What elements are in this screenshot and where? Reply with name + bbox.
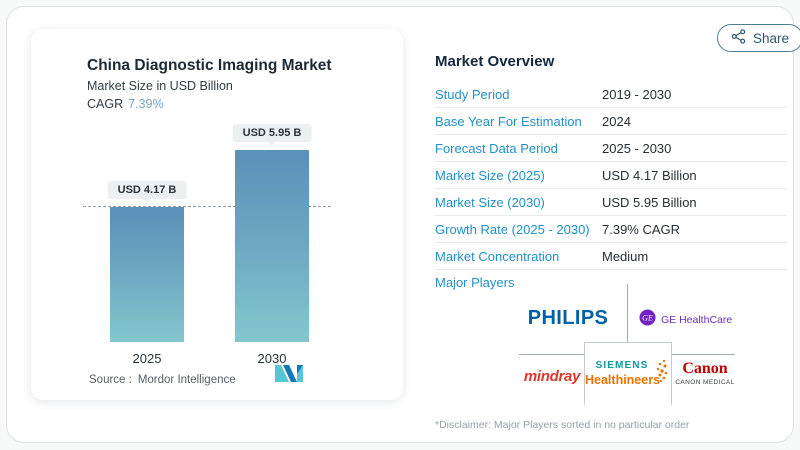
row-value: 7.39% CAGR — [602, 221, 681, 237]
bar-value-label-2030: USD 5.95 B — [232, 124, 312, 142]
players-divider-left — [519, 354, 584, 355]
source-name: Mordor Intelligence — [137, 374, 236, 386]
row-label: Market Size (2030) — [435, 194, 545, 210]
table-row: Study Period 2019 - 2030 — [435, 81, 787, 108]
canon-medical-text: CANON MEDICAL — [675, 379, 735, 386]
share-button-label: Share — [753, 30, 790, 46]
canon-medical-logo: Canon CANON MEDICAL — [673, 360, 737, 386]
siemens-wordmark: SIEMENS — [595, 360, 649, 371]
table-row: Growth Rate (2025 - 2030) 7.39% CAGR — [435, 216, 787, 243]
row-value: USD 4.17 Billion — [602, 167, 697, 183]
mordor-intelligence-logo-icon — [275, 365, 303, 387]
cagr-line: CAGR 7.39% — [87, 97, 164, 111]
row-label: Market Size (2025) — [435, 167, 545, 183]
row-value: USD 5.95 Billion — [602, 194, 697, 210]
overview-heading: Market Overview — [435, 53, 555, 70]
row-label: Study Period — [435, 86, 510, 102]
row-label: Growth Rate (2025 - 2030) — [435, 221, 590, 237]
bar-2030 — [235, 150, 309, 342]
source-label: Source : — [89, 374, 132, 386]
x-axis-label-2030: 2030 — [257, 351, 287, 366]
row-value: Medium — [602, 248, 649, 264]
cagr-value: 7.39% — [128, 97, 164, 111]
bar-chart: USD 4.17 B 2025 USD 5.95 B 2030 — [31, 29, 403, 366]
major-players-label: Major Players — [435, 275, 515, 290]
bar-value-label-2025: USD 4.17 B — [107, 181, 187, 199]
page-card: China Diagnostic Imaging Market Market S… — [6, 6, 800, 443]
canon-wordmark: Canon — [682, 360, 728, 377]
share-icon — [731, 29, 746, 47]
cagr-label: CAGR — [87, 97, 124, 111]
source-line: Source : Mordor Intelligence — [89, 374, 236, 386]
row-value: 2024 — [602, 113, 631, 129]
ge-healthcare-logo: GE GE HealthCare — [639, 309, 732, 331]
row-label: Market Concentration — [435, 248, 560, 264]
bar-2025 — [110, 207, 184, 342]
ge-monogram-icon: GE — [639, 309, 656, 331]
row-label: Forecast Data Period — [435, 140, 558, 156]
table-row: Market Size (2030) USD 5.95 Billion — [435, 189, 787, 216]
row-value: 2019 - 2030 — [602, 86, 672, 102]
row-value: 2025 - 2030 — [602, 140, 672, 156]
market-snapshot-card: China Diagnostic Imaging Market Market S… — [31, 29, 403, 400]
disclaimer-text: *Disclaimer: Major Players sorted in no … — [435, 419, 690, 431]
philips-logo: PHILIPS — [527, 307, 609, 329]
siemens-dots-icon — [654, 358, 668, 389]
chart-subtitle: Market Size in USD Billion — [87, 79, 233, 93]
table-row: Forecast Data Period 2025 - 2030 — [435, 135, 787, 162]
x-axis-label-2025: 2025 — [132, 351, 162, 366]
siemens-healthineers-logo: SIEMENS Healthineers — [584, 342, 672, 405]
players-divider-right — [672, 354, 735, 355]
ge-healthcare-wordmark: GE HealthCare — [661, 314, 733, 326]
table-row: Market Size (2025) USD 4.17 Billion — [435, 162, 787, 189]
mindray-logo: mindray — [523, 368, 581, 385]
ge-monogram-text: GE — [642, 314, 653, 323]
row-label: Base Year For Estimation — [435, 113, 582, 129]
chart-title: China Diagnostic Imaging Market — [87, 57, 332, 74]
table-row: Market Concentration Medium — [435, 243, 787, 270]
players-divider-vertical — [627, 284, 628, 342]
reference-line — [83, 206, 331, 207]
healthineers-wordmark: Healthineers — [585, 373, 661, 387]
table-row: Base Year For Estimation 2024 — [435, 108, 787, 135]
overview-table: Study Period 2019 - 2030 Base Year For E… — [435, 81, 787, 270]
share-button[interactable]: Share — [717, 24, 800, 52]
